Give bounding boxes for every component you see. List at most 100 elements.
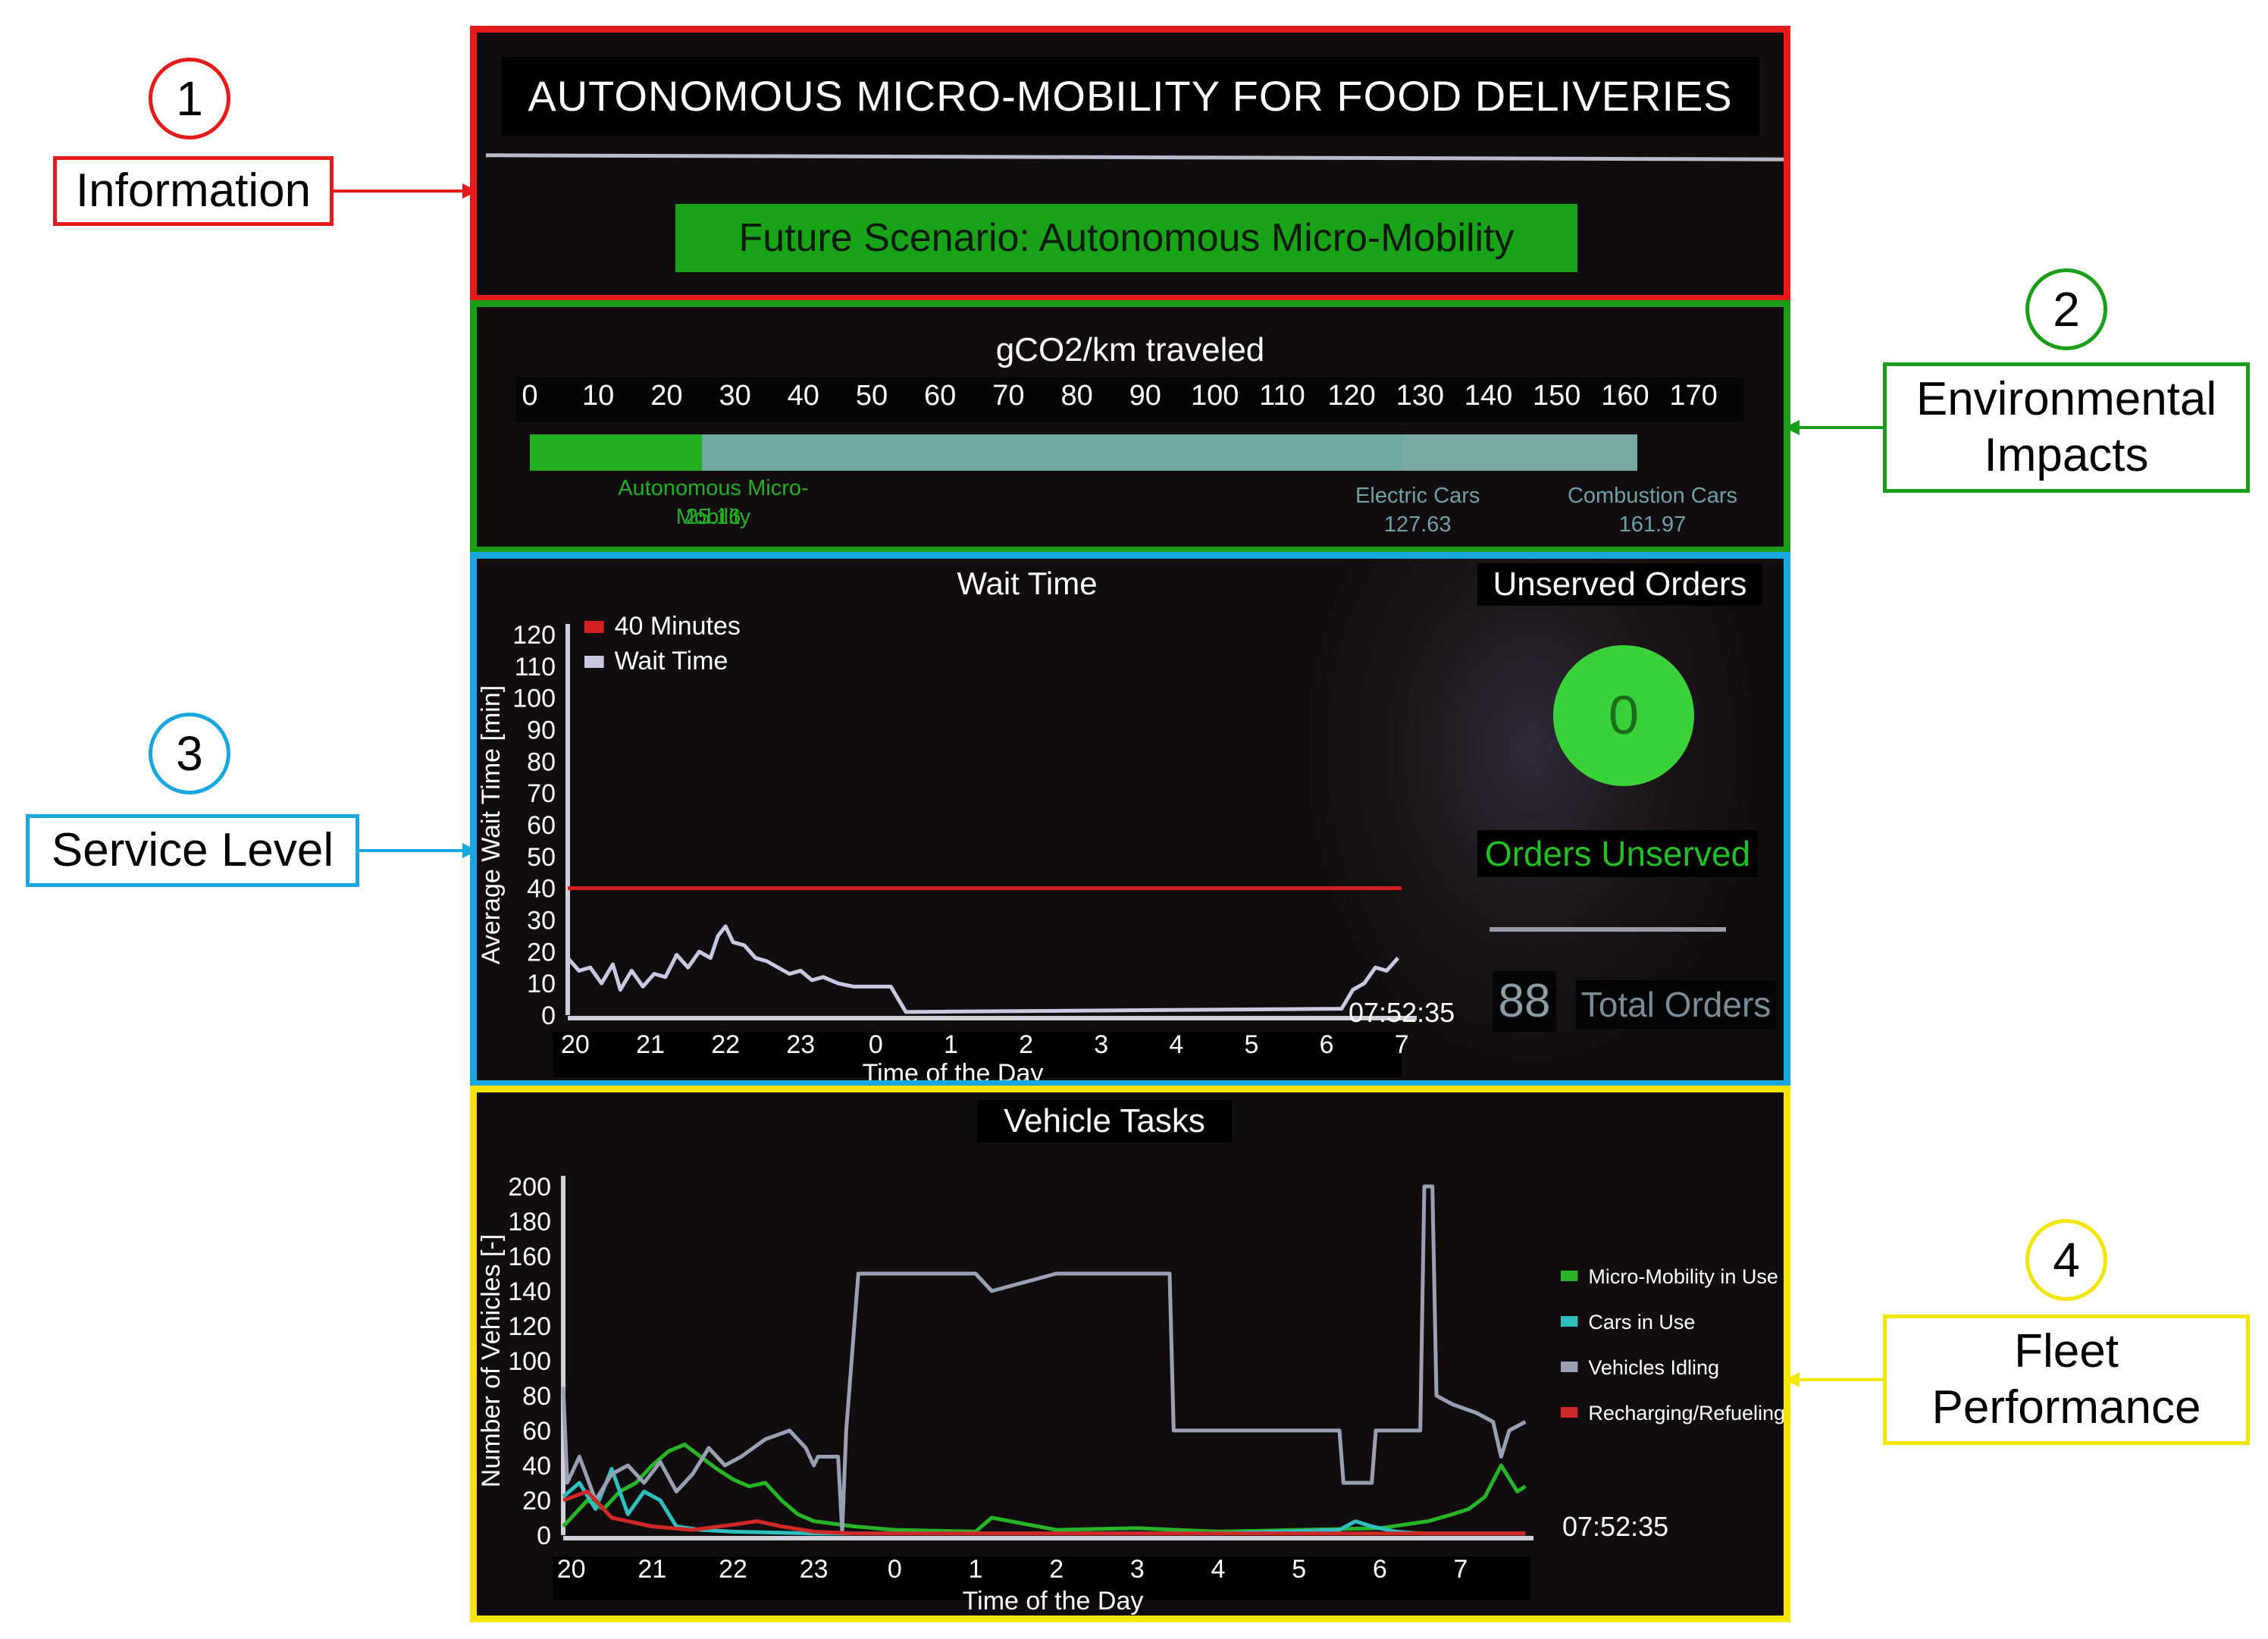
emissions-scale [516,377,1744,422]
legend-label: Micro-Mobility in Use [1588,1265,1778,1288]
x-tick-label: 1 [944,1030,958,1059]
callout-environmental-impacts-label: Environmental Impacts [1883,362,2250,493]
unserved-indicator: 0 [1553,645,1694,786]
legend-swatch [1561,1362,1578,1372]
vehicle-tasks-clock: 07:52:35 [1562,1511,1669,1542]
x-tick-label: 2 [1049,1555,1064,1584]
wait-time-clock: 07:52:35 [1349,997,1455,1028]
x-tick-label: 3 [1130,1555,1145,1584]
x-tick-label: 0 [869,1030,883,1059]
wait-time-title: Wait Time [957,566,1098,601]
series-line-vehicles-idling [561,1184,1527,1534]
callout-2-line-1: Environmental [1916,372,2217,425]
legend-swatch [1561,1271,1578,1281]
x-tick-label: 5 [1292,1555,1306,1584]
x-tick-label: 20 [561,1030,590,1059]
callout-information-label: Information [53,156,334,226]
emissions-bar-value: 25.16 [685,505,741,529]
y-tick-label: 200 [508,1173,551,1202]
x-tick-label: 22 [711,1030,740,1059]
legend-swatch [584,621,604,633]
y-tick-label: 110 [515,653,556,682]
y-tick-label: 120 [512,621,556,650]
emissions-bar-label: Electric Cars [1355,484,1480,508]
callout-3-arrow [359,843,478,858]
series-line-cars-in-use [562,1467,1526,1536]
unserved-orders-title: Unserved Orders [1477,563,1762,606]
callout-4-arrow [1784,1372,1884,1387]
x-tick-label: 0 [888,1555,902,1584]
y-tick-label: 20 [527,938,556,967]
y-axis-label: Number of Vehicles [-] [477,1234,506,1487]
emissions-bar-value: 161.97 [1618,512,1687,537]
legend-label: 40 Minutes [615,612,741,641]
fleet-performance-panel: Vehicle Tasks 0 20 40 60 80 100 120 140 160 180 20… [470,1086,1790,1622]
callout-2-arrow [1784,420,1884,435]
environmental-panel: gCO2/km traveled 0 10 20 30 40 50 60 70 80 90 100 1… [470,300,1790,553]
legend-swatch [1561,1316,1578,1327]
x-tick-band [553,1556,1530,1600]
y-tick-label: 180 [508,1208,551,1236]
x-axis-label: Time of the Day [863,1059,1044,1082]
information-panel: AUTONOMOUS MICRO-MOBILITY FOR FOOD DELIV… [470,26,1790,302]
emissions-scale-tick: 60 [924,380,957,412]
y-tick-label: 100 [508,1347,551,1376]
y-axis-label: Average Wait Time [min] [477,685,506,964]
total-orders-count: 88 [1493,971,1556,1032]
x-tick-label: 21 [636,1030,665,1059]
x-tick-label: 23 [800,1555,829,1584]
y-tick-label: 120 [508,1312,551,1341]
callout-4-line-2: Performance [1931,1381,2201,1434]
x-tick-label: 6 [1320,1030,1334,1059]
legend-swatch [584,656,604,668]
title-divider [485,153,1784,161]
callout-fleet-performance-label: Fleet Performance [1883,1315,2250,1445]
y-tick-label: 100 [512,685,556,713]
y-tick-label: 0 [541,1001,556,1030]
x-tick-label: 5 [1244,1030,1258,1059]
emissions-bar-label: Autonomous Micro-Mobility [618,476,809,529]
callout-1-number: 1 [149,58,230,139]
callout-4-number: 4 [2025,1219,2107,1301]
emissions-scale-tick: 30 [719,380,751,412]
emissions-scale-tick: 80 [1060,380,1093,412]
y-tick-label: 160 [508,1243,551,1271]
emissions-scale-tick: 110 [1259,380,1305,412]
x-tick-label: 1 [969,1555,983,1584]
y-tick-label: 90 [527,716,556,745]
y-tick-label: 30 [527,907,556,935]
x-tick-label: 3 [1094,1030,1108,1059]
emissions-title: gCO2/km traveled [995,331,1265,368]
y-tick-label: 20 [522,1487,551,1515]
y-tick-label: 80 [522,1382,551,1411]
service-level-panel: Wait Time Unserved Orders 0 10 20 30 40 50 60 7… [470,552,1790,1087]
x-tick-label: 4 [1211,1555,1226,1584]
emissions-scale-tick: 50 [855,380,888,412]
callout-3-number: 3 [149,713,230,794]
x-tick-label: 7 [1454,1555,1468,1584]
y-tick-label: 10 [527,970,556,998]
legend-label: Vehicles Idling [1588,1356,1719,1379]
y-tick-label: 140 [508,1277,551,1306]
emissions-bar-autonomous-micro-mobility [530,434,702,471]
series-line-recharging-refueling [562,1490,1526,1536]
x-tick-label: 21 [637,1555,666,1584]
emissions-scale-tick: 70 [992,380,1025,412]
callout-service-level-label: Service Level [26,814,359,887]
vehicle-tasks-title: Vehicle Tasks [977,1100,1232,1142]
emissions-bar-label: Combustion Cars [1567,484,1737,508]
emissions-scale-tick: 0 [522,380,538,412]
callout-2-number: 2 [2025,268,2107,350]
emissions-scale-tick: 20 [650,380,683,412]
y-tick-label: 80 [527,747,556,776]
total-orders-label: Total Orders [1576,980,1776,1029]
legend-label: Wait Time [615,647,728,675]
x-tick-label: 23 [786,1030,815,1059]
emissions-scale-tick: 90 [1129,380,1161,412]
callout-2-line-2: Impacts [1984,429,2149,481]
emissions-scale-tick: 140 [1464,380,1513,412]
x-tick-label: 2 [1019,1030,1033,1059]
legend-label: Cars in Use [1588,1311,1695,1333]
